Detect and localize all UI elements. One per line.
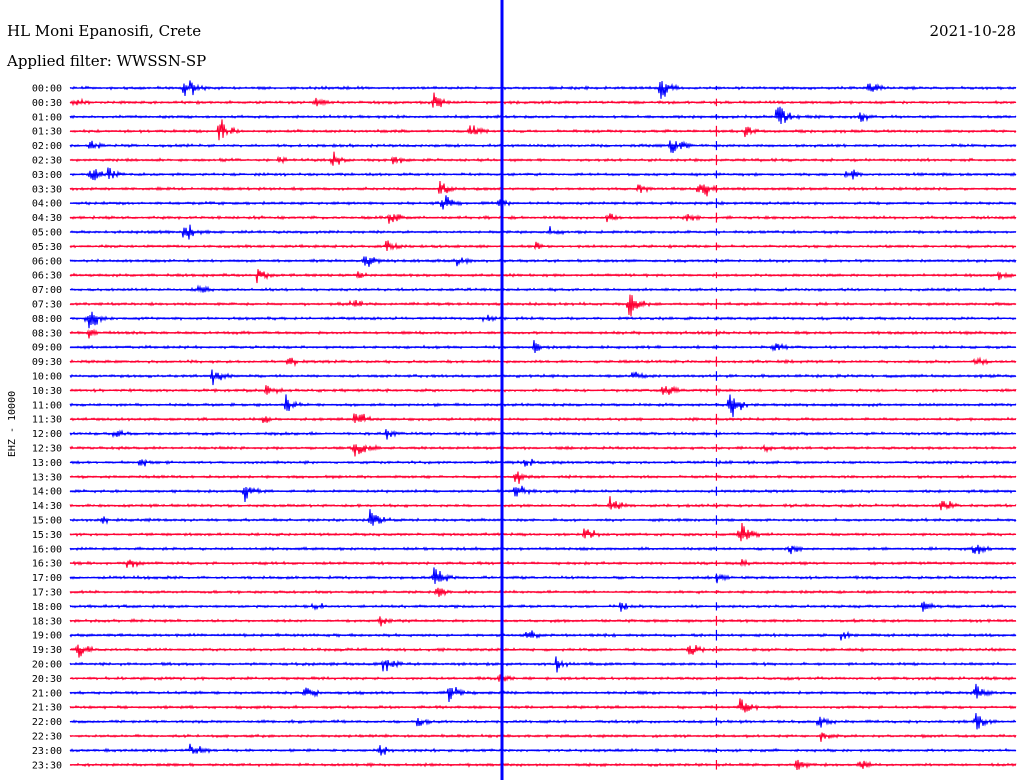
row-time-label: 11:30 (32, 415, 62, 426)
row-time-label: 15:00 (32, 516, 62, 527)
row-time-label: 02:00 (32, 141, 62, 152)
station-title: HL Moni Epanosifi, Crete (7, 22, 201, 40)
row-time-label: 17:00 (32, 573, 62, 584)
date-label: 2021-10-28 (930, 22, 1016, 40)
row-time-label: 03:30 (32, 184, 62, 195)
row-time-label: 17:30 (32, 588, 62, 599)
row-time-label: 03:00 (32, 170, 62, 181)
row-time-label: 13:00 (32, 458, 62, 469)
row-time-label: 10:30 (32, 386, 62, 397)
row-time-label: 19:00 (32, 631, 62, 642)
row-time-label: 16:30 (32, 559, 62, 570)
y-axis-label: EHZ - 10000 (7, 391, 18, 457)
row-time-label: 10:00 (32, 372, 62, 383)
row-time-label: 18:30 (32, 616, 62, 627)
row-time-label: 01:30 (32, 127, 62, 138)
filter-label: Applied filter: WWSSN-SP (6, 52, 206, 70)
row-time-label: 09:00 (32, 343, 62, 354)
row-time-label: 23:30 (32, 760, 62, 771)
row-time-label: 11:00 (32, 400, 62, 411)
row-time-label: 08:30 (32, 328, 62, 339)
row-time-label: 22:30 (32, 732, 62, 743)
row-time-label: 19:30 (32, 645, 62, 656)
row-time-label: 21:30 (32, 703, 62, 714)
row-time-label: 01:00 (32, 112, 62, 123)
row-time-label: 09:30 (32, 357, 62, 368)
trace-rows: 00:00 00:30 01:00 01:30 02:00 02:30 03:00 03:30… (32, 74, 1017, 780)
row-time-label: 04:00 (32, 199, 62, 210)
row-time-label: 00:30 (32, 98, 62, 109)
row-time-label: 07:00 (32, 285, 62, 296)
row-time-label: 00:00 (32, 84, 62, 95)
row-time-label: 14:00 (32, 487, 62, 498)
row-time-label: 02:30 (32, 156, 62, 167)
row-time-label: 13:30 (32, 472, 62, 483)
row-time-label: 20:00 (32, 660, 62, 671)
row-time-label: 16:00 (32, 544, 62, 555)
row-time-label: 23:00 (32, 746, 62, 757)
row-time-label: 08:00 (32, 314, 62, 325)
row-time-label: 04:30 (32, 213, 62, 224)
row-time-label: 06:00 (32, 256, 62, 267)
row-time-label: 21:00 (32, 688, 62, 699)
row-time-label: 12:30 (32, 444, 62, 455)
row-time-label: 05:00 (32, 228, 62, 239)
row-time-label: 20:30 (32, 674, 62, 685)
row-time-label: 05:30 (32, 242, 62, 253)
row-time-label: 15:30 (32, 530, 62, 541)
row-time-label: 12:00 (32, 429, 62, 440)
row-time-label: 07:30 (32, 300, 62, 311)
row-time-label: 18:00 (32, 602, 62, 613)
row-time-label: 14:30 (32, 501, 62, 512)
row-time-label: 06:30 (32, 271, 62, 282)
row-time-label: 22:00 (32, 717, 62, 728)
